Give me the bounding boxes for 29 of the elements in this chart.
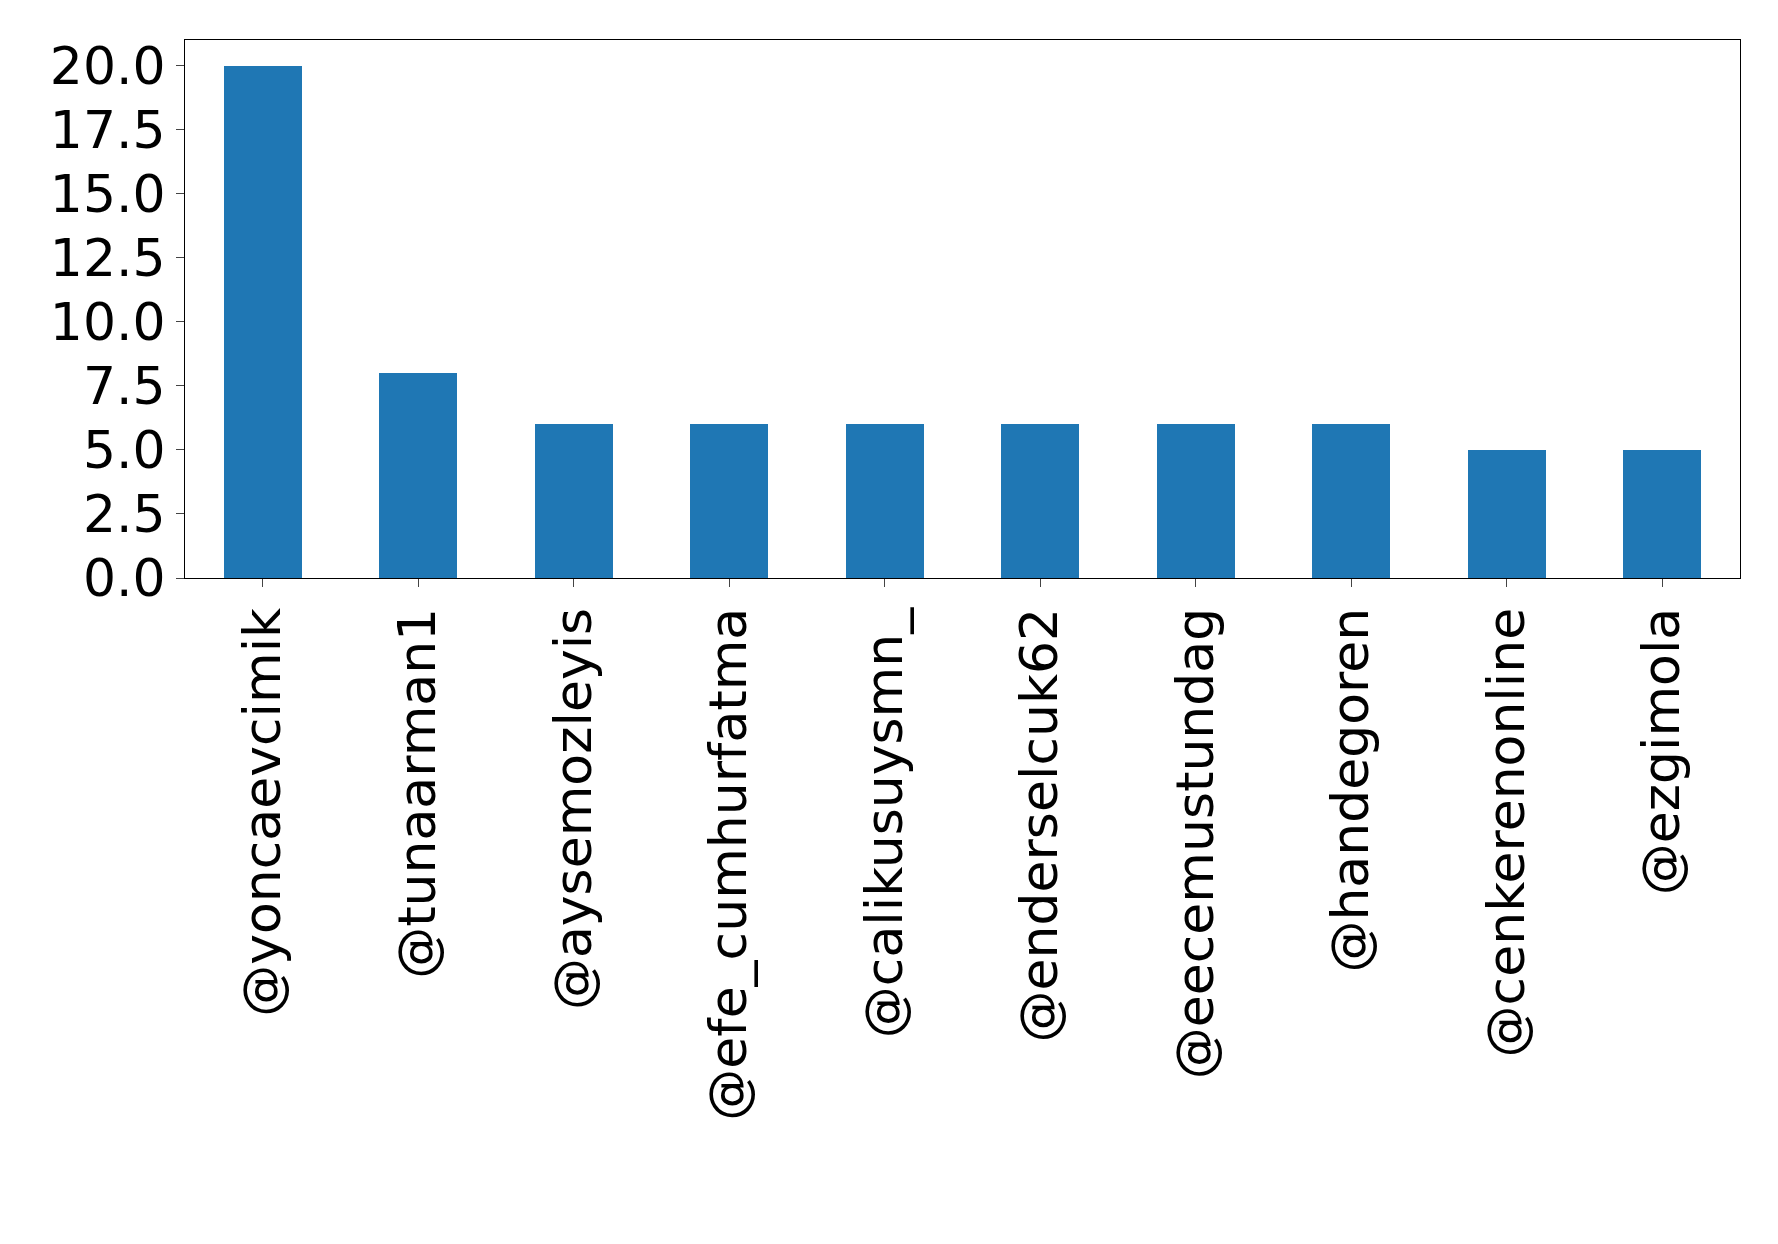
x-tick-label: @yoncaevcimik <box>231 607 292 1017</box>
bar <box>1468 450 1546 578</box>
bar <box>535 424 613 578</box>
bar <box>1157 424 1235 578</box>
y-tick-label: 20.0 <box>49 35 166 96</box>
y-tick-label: 10.0 <box>49 292 166 353</box>
x-tick-label: @tunaarman1 <box>387 607 448 979</box>
bar <box>690 424 768 578</box>
x-tick-label: @handegoren <box>1320 607 1381 973</box>
x-tick-label: @calikusuysmn_ <box>853 606 914 1039</box>
bar <box>1001 424 1079 578</box>
bar <box>1312 424 1390 578</box>
bar <box>224 66 302 578</box>
bar <box>379 373 457 578</box>
x-tick-label: @efe_cumhurfatma <box>698 607 759 1121</box>
y-tick-label: 15.0 <box>49 163 166 224</box>
x-tick-label: @ezgimola <box>1631 607 1692 896</box>
y-tick-label: 7.5 <box>82 356 166 417</box>
x-tick-label: @cenkerenonline <box>1475 607 1536 1058</box>
y-tick-label: 5.0 <box>82 420 166 481</box>
y-tick-label: 0.0 <box>82 548 166 609</box>
y-tick-label: 17.5 <box>49 99 166 160</box>
bar <box>1623 450 1701 578</box>
y-tick-label: 12.5 <box>49 227 166 288</box>
bar <box>846 424 924 578</box>
y-tick-label: 2.5 <box>82 484 166 545</box>
x-tick-label: @aysemozleyis <box>542 607 603 1011</box>
x-tick-label: @enderselcuk62 <box>1009 607 1070 1043</box>
x-tick-label: @eecemustundag <box>1164 607 1225 1080</box>
